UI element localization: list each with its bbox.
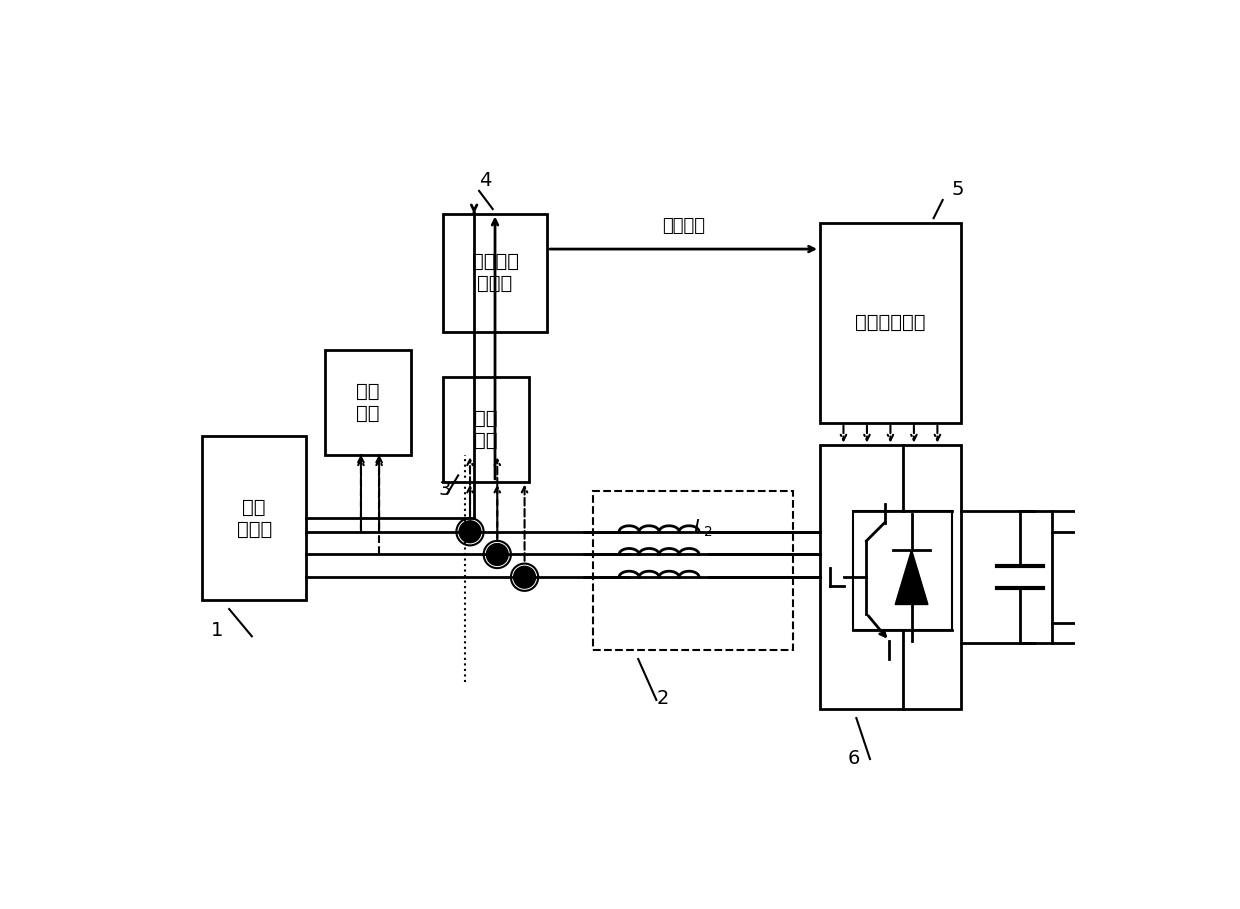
FancyBboxPatch shape — [202, 436, 306, 600]
Text: 实时电机
仿真器: 实时电机 仿真器 — [471, 252, 518, 294]
FancyBboxPatch shape — [443, 377, 529, 482]
Text: 2: 2 — [656, 689, 668, 708]
Text: 3: 3 — [438, 480, 450, 499]
Circle shape — [513, 566, 536, 588]
Text: 6: 6 — [847, 748, 859, 767]
Text: $L_2$: $L_2$ — [693, 518, 713, 539]
Text: 5: 5 — [952, 180, 965, 199]
FancyBboxPatch shape — [325, 350, 410, 454]
Text: 电流指令: 电流指令 — [662, 217, 706, 235]
Circle shape — [459, 521, 481, 543]
FancyBboxPatch shape — [1052, 532, 1078, 623]
Circle shape — [486, 544, 508, 565]
Polygon shape — [895, 550, 928, 604]
Text: 电机
控制器: 电机 控制器 — [237, 497, 272, 539]
Text: 驱动电路单元: 驱动电路单元 — [856, 314, 926, 332]
Text: 1: 1 — [211, 621, 223, 640]
Text: 电压
采样: 电压 采样 — [356, 382, 379, 423]
FancyBboxPatch shape — [443, 214, 547, 332]
Text: 电流
采样: 电流 采样 — [474, 409, 497, 450]
FancyBboxPatch shape — [820, 223, 961, 423]
Text: 4: 4 — [479, 171, 491, 190]
FancyBboxPatch shape — [820, 445, 961, 709]
FancyBboxPatch shape — [593, 491, 792, 650]
